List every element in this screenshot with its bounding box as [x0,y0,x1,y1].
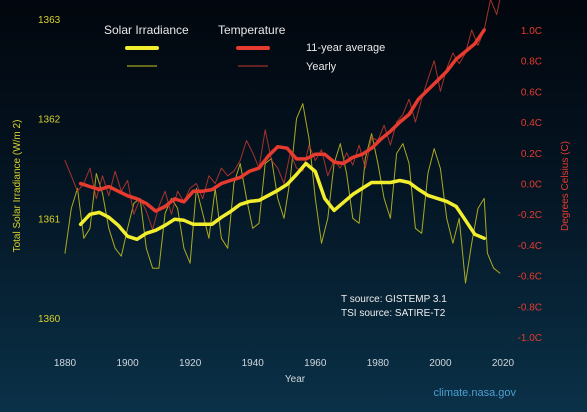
x-tick-label: 1980 [367,358,390,369]
y-right-tick-label: 1.0C [521,26,542,37]
y-left-tick-label: 1360 [38,314,61,325]
x-tick-label: 1960 [304,358,327,369]
legend-temperature-heading: Temperature [218,23,286,37]
series-line-solar-irradiance-11-year-average [78,161,486,242]
y-left-axis-title: Total Solar Irradiance (W/m 2) [12,120,23,253]
legend: Solar Irradiance Temperature 11-year ave… [104,23,385,73]
y-left-tick-label: 1363 [38,15,61,26]
legend-avg-label: 11-year average [306,42,385,54]
y-right-axis-title: Degrees Celsius (C) [560,141,571,231]
x-tick-label: 2020 [492,358,515,369]
y-right-tick-label: -1.0C [518,333,542,344]
x-tick-label: 1920 [179,358,202,369]
credit-text: climate.nasa.gov [433,387,516,399]
y-right-tick-label: -0.4C [518,241,542,252]
y-left-tick-label: 1361 [38,214,61,225]
x-axis-title: Year [285,374,306,385]
y-right-tick-label: 0.0C [521,180,542,191]
y-right-tick-label: -0.8C [518,302,542,313]
y-right-tick-label: 0.4C [521,118,542,129]
solar-source-note: TSI source: SATIRE-T2 [341,308,446,319]
x-tick-label: 1900 [116,358,139,369]
series-line-temperature-yearly [64,0,501,231]
y-right-tick-label: 0.2C [521,149,542,160]
legend-yearly-label: Yearly [306,61,337,73]
series-line-temperature-11-year-average [78,28,486,213]
legend-solar-heading: Solar Irradiance [104,23,189,37]
y-right-tick-label: 0.6C [521,87,542,98]
y-right-tick-label: -0.6C [518,272,542,283]
y-right-tick-label: 0.8C [521,57,542,68]
x-tick-label: 1880 [54,358,77,369]
x-tick-label: 2000 [429,358,452,369]
y-right-tick-label: -0.2C [518,210,542,221]
temperature-source-note: T source: GISTEMP 3.1 [341,294,447,305]
x-tick-label: 1940 [242,358,265,369]
y-left-tick-label: 1362 [38,115,61,126]
